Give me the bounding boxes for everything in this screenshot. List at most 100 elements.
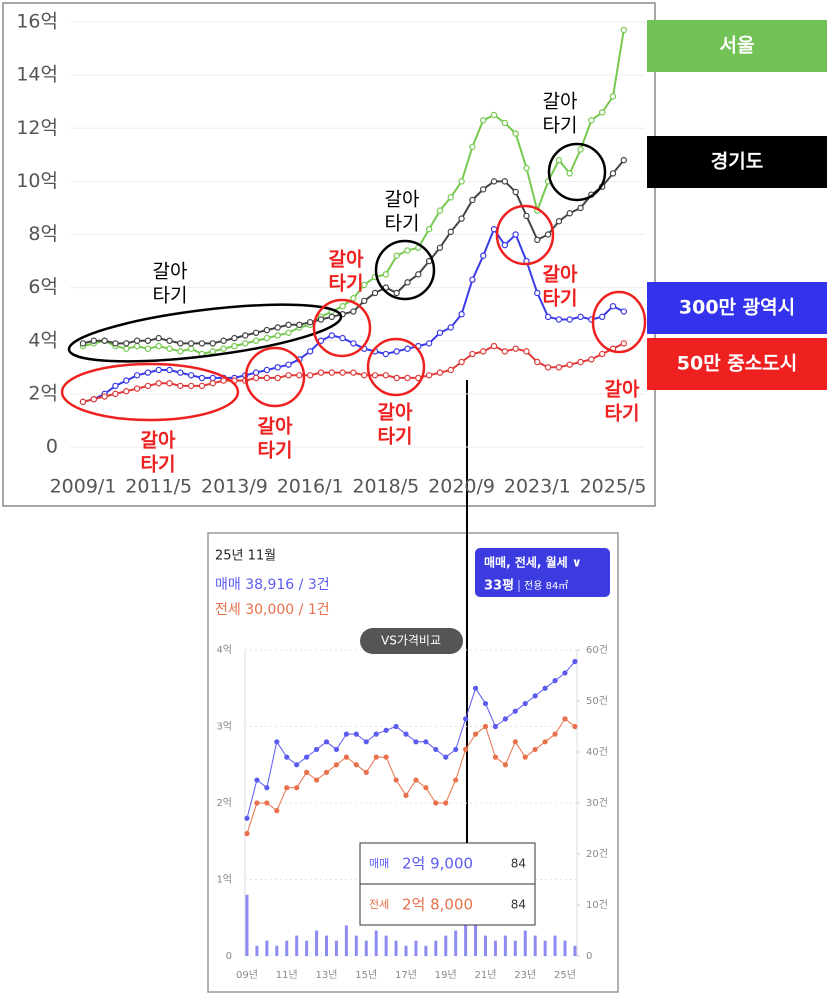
annotation-text: 타기 (385, 213, 420, 235)
y2-tick-label: 0 (586, 951, 592, 962)
legend-label: 50만 중소도시 (677, 353, 797, 375)
point (609, 93, 617, 100)
x-tick-label: 11년 (276, 969, 298, 981)
point (252, 337, 260, 344)
legend-box (647, 20, 827, 72)
point (313, 746, 320, 753)
point (244, 830, 250, 837)
y-tick-label: 0 (226, 951, 232, 962)
point (112, 340, 119, 347)
point (383, 727, 389, 733)
point (512, 130, 519, 137)
point (361, 372, 368, 379)
compare-button[interactable] (360, 628, 463, 654)
volume-bar (543, 940, 547, 956)
point (166, 337, 173, 344)
filter-label: 매매, 전세, 월세 ∨ (484, 555, 582, 570)
volume-bar (334, 940, 338, 956)
annotation-text: 타기 (329, 273, 364, 295)
point (532, 746, 538, 753)
annotation-text: 타기 (543, 115, 578, 137)
filter-box (475, 548, 610, 597)
point (264, 800, 270, 806)
point (306, 318, 314, 326)
point (353, 731, 359, 737)
point (393, 777, 399, 783)
point (447, 228, 454, 236)
point (284, 754, 290, 760)
point (284, 785, 290, 791)
point (393, 348, 400, 355)
point (544, 313, 552, 321)
point (443, 754, 449, 760)
point (187, 372, 195, 379)
point (403, 731, 409, 737)
point (155, 334, 162, 342)
series-line (246, 661, 576, 819)
point (90, 337, 98, 344)
point (371, 289, 379, 297)
point (447, 324, 454, 331)
point (501, 119, 509, 127)
point (490, 178, 498, 185)
point (555, 156, 563, 164)
point (480, 348, 487, 355)
x-tick-label: 15년 (355, 969, 377, 981)
point (252, 329, 260, 336)
point (242, 340, 249, 347)
x-tick-label: 2013/9 (201, 476, 268, 498)
point (566, 210, 573, 217)
point (522, 754, 528, 760)
point (373, 731, 379, 737)
point (339, 334, 346, 342)
point (598, 109, 606, 116)
annotation-ellipse (67, 303, 343, 363)
point (198, 340, 206, 347)
legend-box (647, 136, 827, 188)
y-tick-label: 4억 (216, 644, 232, 656)
point (371, 372, 379, 379)
volume-bar (404, 945, 408, 956)
point (333, 762, 340, 768)
point (534, 289, 541, 297)
point (177, 340, 184, 347)
x-tick-label: 2016/1 (277, 476, 344, 498)
y-tick-label: 6억 (28, 276, 58, 298)
point (383, 754, 389, 760)
point (350, 340, 357, 347)
point (177, 382, 184, 390)
point (328, 313, 335, 321)
volume-bar (384, 935, 388, 956)
volume-bar (295, 935, 299, 956)
point (363, 769, 369, 776)
point (425, 372, 433, 379)
point (339, 303, 346, 310)
point (562, 670, 568, 676)
point (436, 244, 444, 251)
point (572, 658, 578, 665)
x-tick-label: 2018/5 (352, 476, 419, 498)
point (317, 369, 325, 376)
y-tick-label: 1억 (216, 874, 232, 886)
point (187, 382, 195, 390)
point (296, 372, 303, 379)
point (523, 164, 530, 172)
point (112, 390, 119, 398)
volume-bar (553, 935, 557, 956)
point (480, 186, 487, 193)
point (323, 769, 330, 776)
point (423, 785, 429, 791)
point (425, 225, 433, 233)
annotation-text: 타기 (153, 285, 188, 307)
point (382, 271, 390, 278)
point (490, 342, 498, 350)
point (198, 382, 206, 390)
point (502, 762, 508, 768)
point (512, 345, 519, 352)
compare-button-label[interactable]: VS가격비교 (381, 634, 441, 648)
point (198, 374, 206, 382)
point (350, 369, 357, 376)
point (323, 739, 330, 745)
point (304, 769, 310, 776)
